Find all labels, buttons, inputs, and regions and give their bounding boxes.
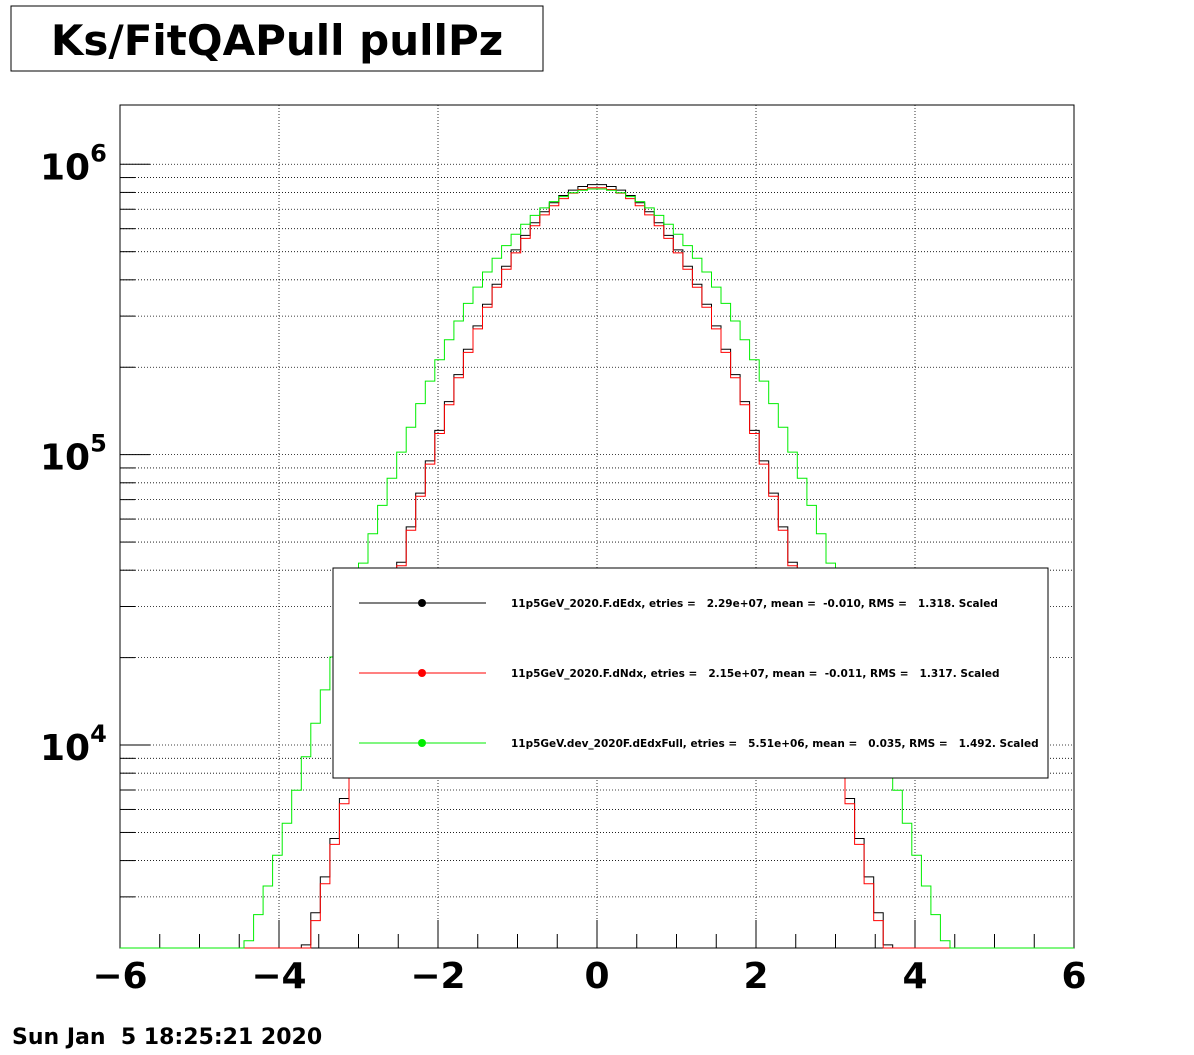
x-tick-label-3: 0 [584,956,609,997]
legend-marker-0 [418,599,426,607]
legend-label-2: 11p5GeV.dev_2020F.dEdxFull, etries = 5.5… [511,738,1039,750]
legend: 11p5GeV_2020.F.dEdx, etries = 2.29e+07, … [332,567,1049,779]
legend-marker-1 [418,669,426,677]
x-tick-label-6: 6 [1061,956,1086,997]
y-tick-label-base: 10 [40,438,90,479]
title-box [10,5,544,72]
y-tick-label-base: 10 [40,147,90,188]
x-tick-label-5: 4 [902,956,927,997]
x-tick-label-1: −4 [251,956,306,997]
legend-label-0: 11p5GeV_2020.F.dEdx, etries = 2.29e+07, … [511,598,998,610]
x-tick-label-2: −2 [410,956,465,997]
y-tick-label-exponent: 6 [90,139,107,167]
timestamp: Sun Jan 5 18:25:21 2020 [12,1025,322,1050]
y-tick-label-2: 106 [40,139,107,188]
y-tick-label-exponent: 4 [90,720,107,748]
y-tick-label-1: 105 [40,430,107,479]
y-tick-label-0: 104 [40,720,107,769]
legend-marker-2 [418,739,426,747]
y-tick-label-base: 10 [40,728,90,769]
x-tick-label-4: 2 [743,956,768,997]
series-1-histogram [120,187,1074,949]
chart-title: Ks/FitQAPull pullPz [51,16,503,65]
legend-label-1: 11p5GeV_2020.F.dNdx, etries = 2.15e+07, … [511,668,1000,680]
x-tick-label-0: −6 [92,956,147,997]
y-tick-label-exponent: 5 [90,430,107,458]
